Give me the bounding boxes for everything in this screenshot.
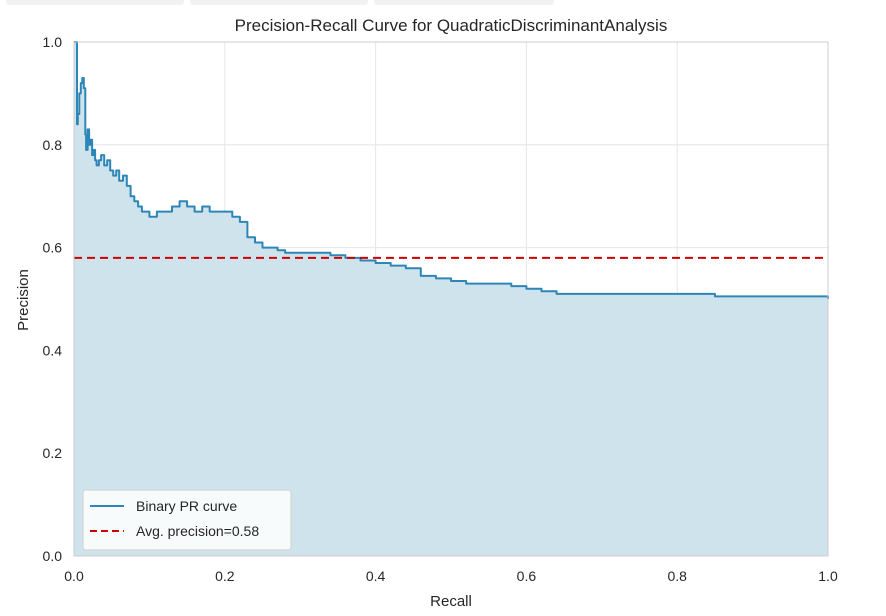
y-axis-label: Precision bbox=[15, 269, 32, 331]
plot-area: 0.0 0.2 0.4 0.6 0.8 1.0 0.0 0.2 0.4 0.6 0.8 1.0 bbox=[43, 34, 838, 584]
y-tick-label-4: 0.8 bbox=[43, 137, 63, 153]
chart-legend: Binary PR curve Avg. precision=0.58 bbox=[82, 489, 292, 551]
x-tick-label-3: 0.6 bbox=[517, 568, 537, 584]
legend-box bbox=[82, 489, 292, 551]
x-tick-label-5: 1.0 bbox=[818, 568, 838, 584]
x-tick-label-2: 0.4 bbox=[366, 568, 386, 584]
pr-curve-area bbox=[74, 42, 828, 556]
pr-curve-line bbox=[74, 41, 829, 299]
x-tick-label-0: 0.0 bbox=[64, 568, 84, 584]
legend-label-pr-curve: Binary PR curve bbox=[136, 498, 237, 514]
chart-title: Precision-Recall Curve for QuadraticDisc… bbox=[235, 16, 668, 35]
top-tab-strip-3 bbox=[374, 0, 554, 5]
x-tick-label-1: 0.2 bbox=[215, 568, 235, 584]
y-tick-label-1: 0.2 bbox=[43, 445, 63, 461]
x-axis-label: Recall bbox=[430, 593, 472, 610]
y-tick-label-3: 0.6 bbox=[43, 240, 63, 256]
x-tick-label-4: 0.8 bbox=[667, 568, 687, 584]
plot-frame bbox=[73, 41, 829, 557]
top-tab-strip-2 bbox=[190, 0, 368, 5]
y-tick-label-2: 0.4 bbox=[43, 342, 63, 358]
legend-label-avg-precision: Avg. precision=0.58 bbox=[136, 523, 259, 539]
y-tick-label-5: 1.0 bbox=[43, 34, 63, 50]
y-tick-label-0: 0.0 bbox=[43, 548, 63, 564]
top-tab-strip-1 bbox=[6, 0, 184, 5]
